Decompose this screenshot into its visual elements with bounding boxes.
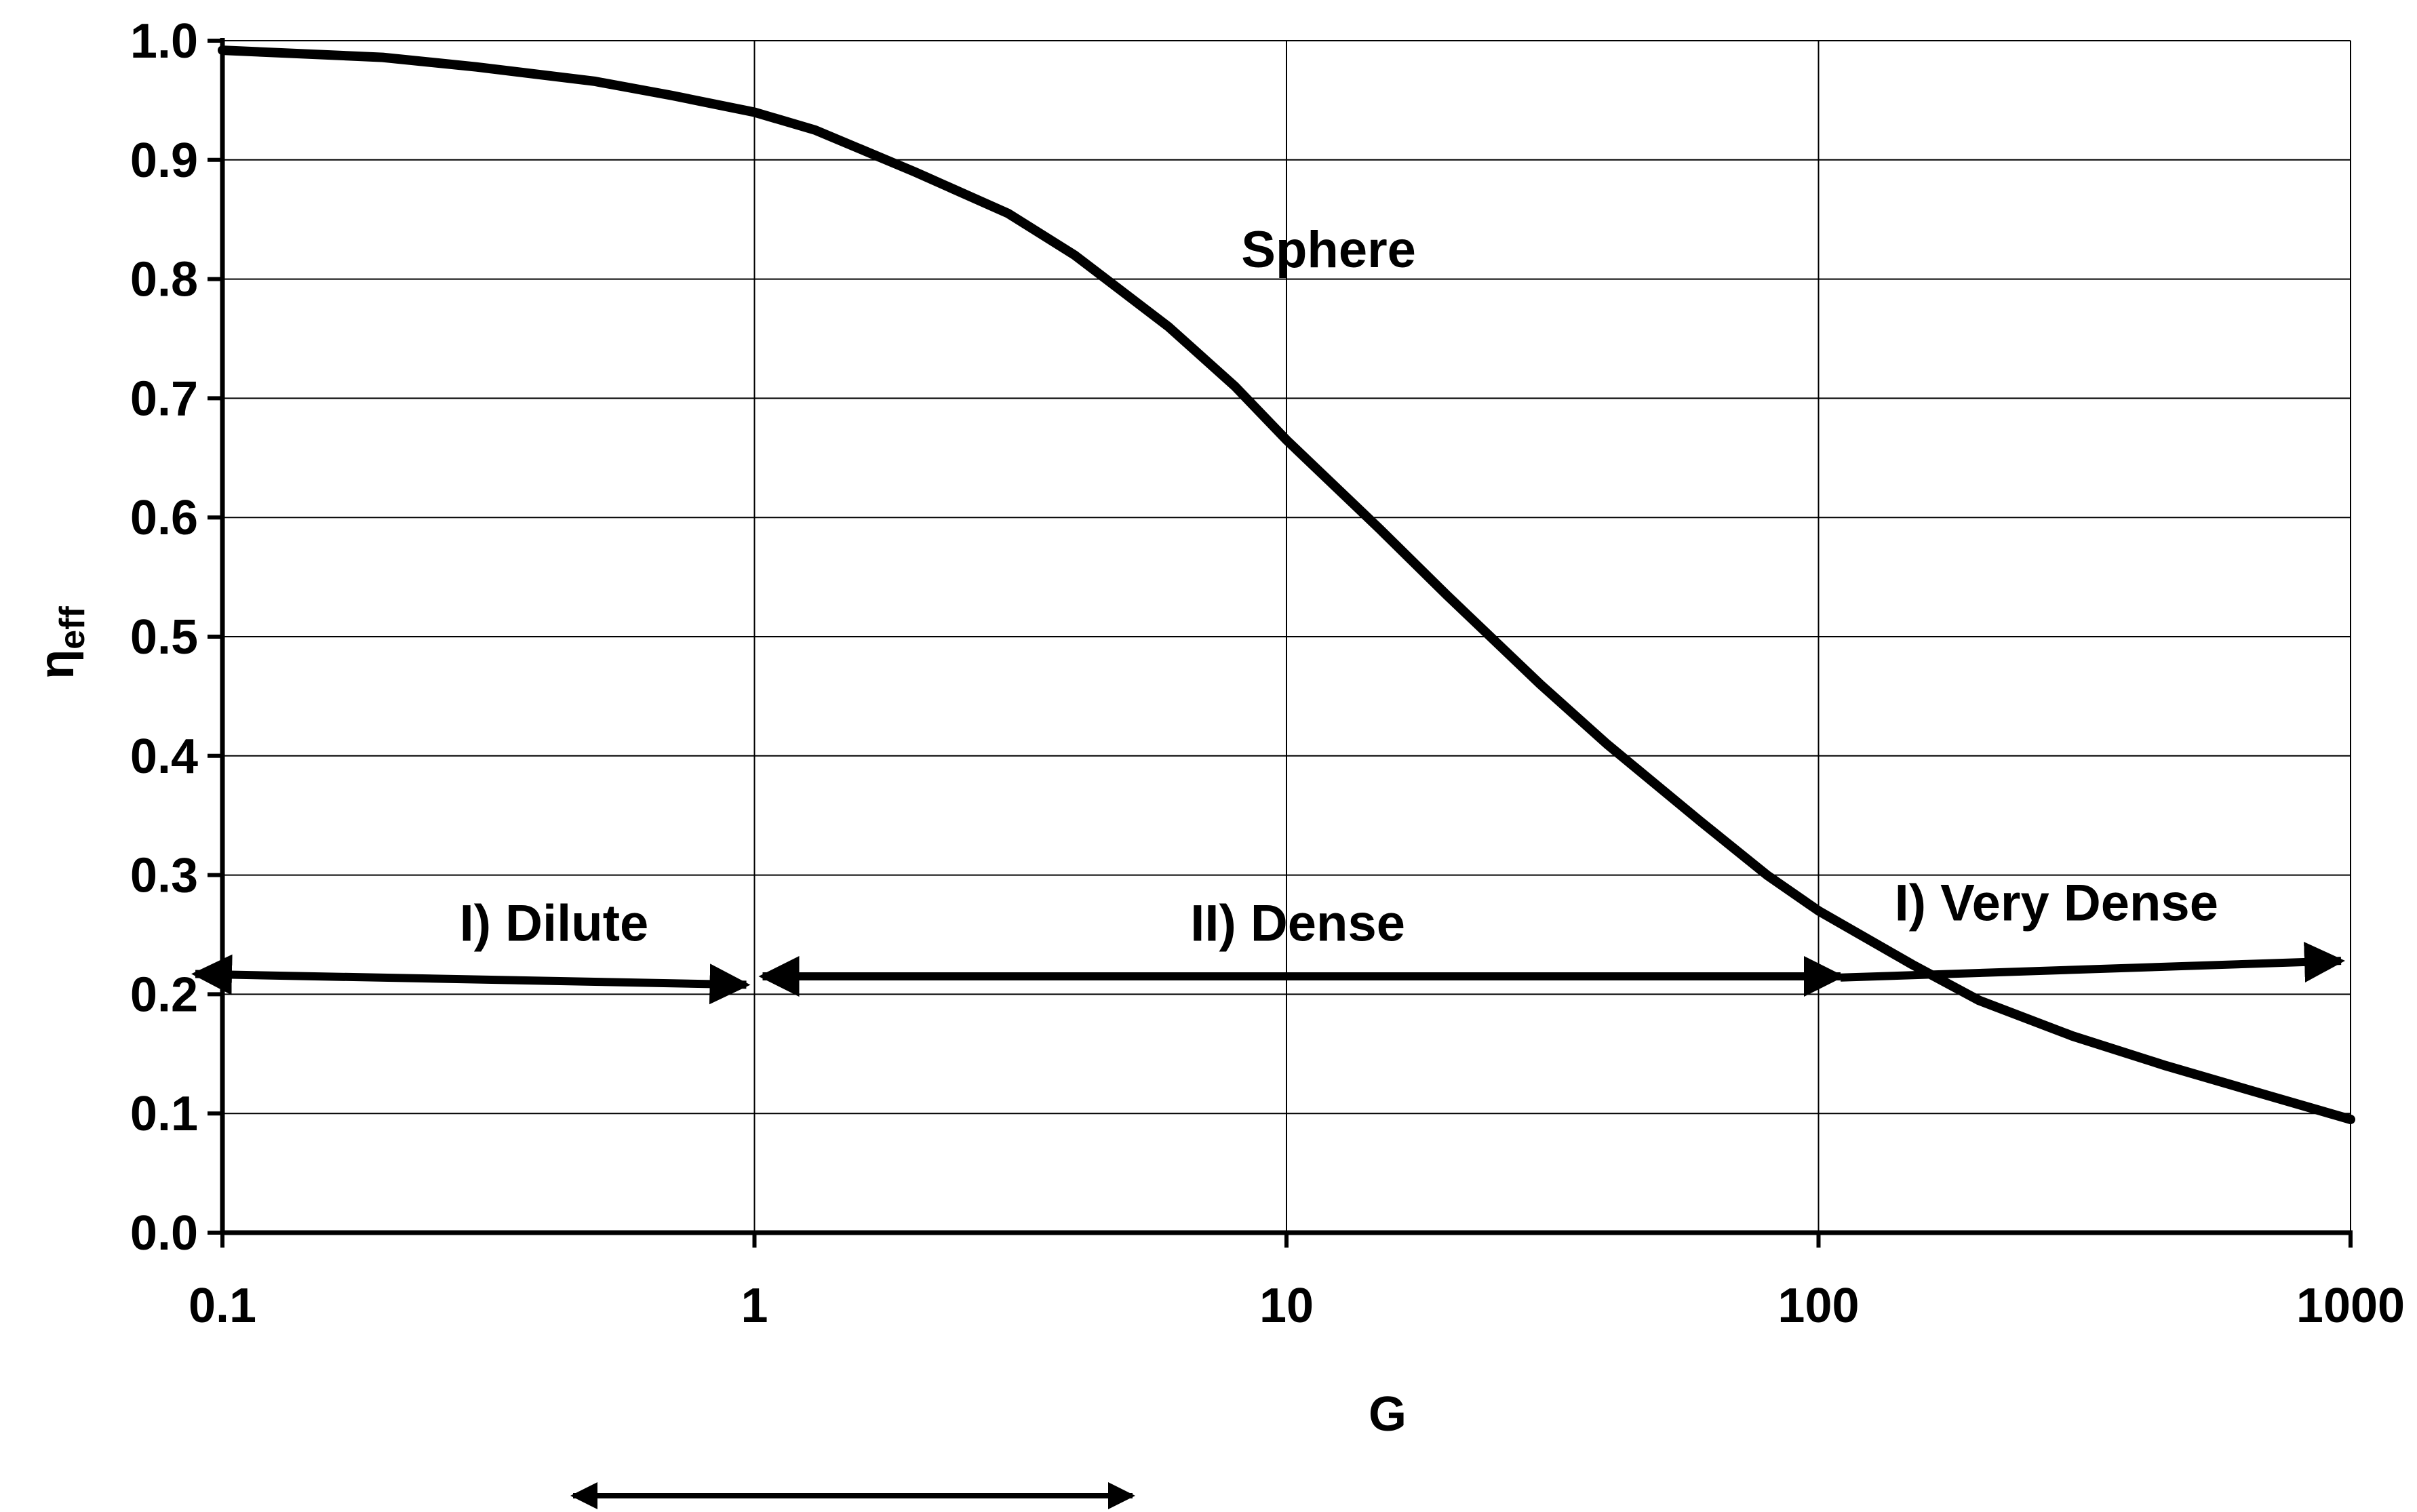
y-tick-label: 0.5 xyxy=(130,610,198,664)
y-tick-label: 1.0 xyxy=(130,14,198,68)
y-tick-label: 0.8 xyxy=(130,253,198,307)
x-tick-label: 0.1 xyxy=(189,1279,256,1333)
x-tick-label: 1 xyxy=(741,1279,768,1333)
x-axis-title: G xyxy=(1369,1387,1407,1441)
y-axis-title-main: η xyxy=(30,650,84,679)
y-axis-ticks: 0.0 0.1 0.2 0.3 0.4 0.5 0.6 0.7 0.8 0.9 1.0 xyxy=(130,14,198,1260)
x-tick-label: 100 xyxy=(1777,1279,1859,1333)
curve-label-sphere: Sphere xyxy=(1241,221,1416,279)
region-label-3: I) Very Dense xyxy=(1895,874,2218,932)
series-layer xyxy=(218,45,2355,1124)
y-tick-label: 0.7 xyxy=(130,372,198,426)
y-tick-label: 0.0 xyxy=(130,1206,198,1260)
y-tick-label: 0.1 xyxy=(130,1087,198,1141)
region-label-1: I) Dilute xyxy=(460,894,649,952)
annotations: Sphere I) Dilute II) Dense I) Very Dense xyxy=(191,221,2345,1005)
gridlines xyxy=(222,40,2351,1233)
x-axis-ticks: 0.1 1 10 100 1000 xyxy=(189,1279,2405,1333)
region-label-2: II) Dense xyxy=(1190,894,1405,952)
y-tick-label: 0.9 xyxy=(130,134,198,188)
y-tick-label: 0.3 xyxy=(130,849,198,903)
x-tick-label: 10 xyxy=(1259,1279,1314,1333)
region-arrow-1 xyxy=(191,954,751,1005)
y-axis-title-sub: eff xyxy=(53,606,92,650)
y-axis-title: ηeff xyxy=(30,606,92,679)
series-line-sphere xyxy=(218,45,2355,1124)
axes xyxy=(208,38,2353,1248)
region-arrow-3 xyxy=(1840,941,2345,982)
x-tick-label: 1000 xyxy=(2296,1279,2405,1333)
y-tick-label: 0.6 xyxy=(130,491,198,545)
y-tick-label: 0.2 xyxy=(130,968,198,1022)
svg-text:ηeff: ηeff xyxy=(30,606,92,679)
y-tick-label: 0.4 xyxy=(130,730,198,784)
